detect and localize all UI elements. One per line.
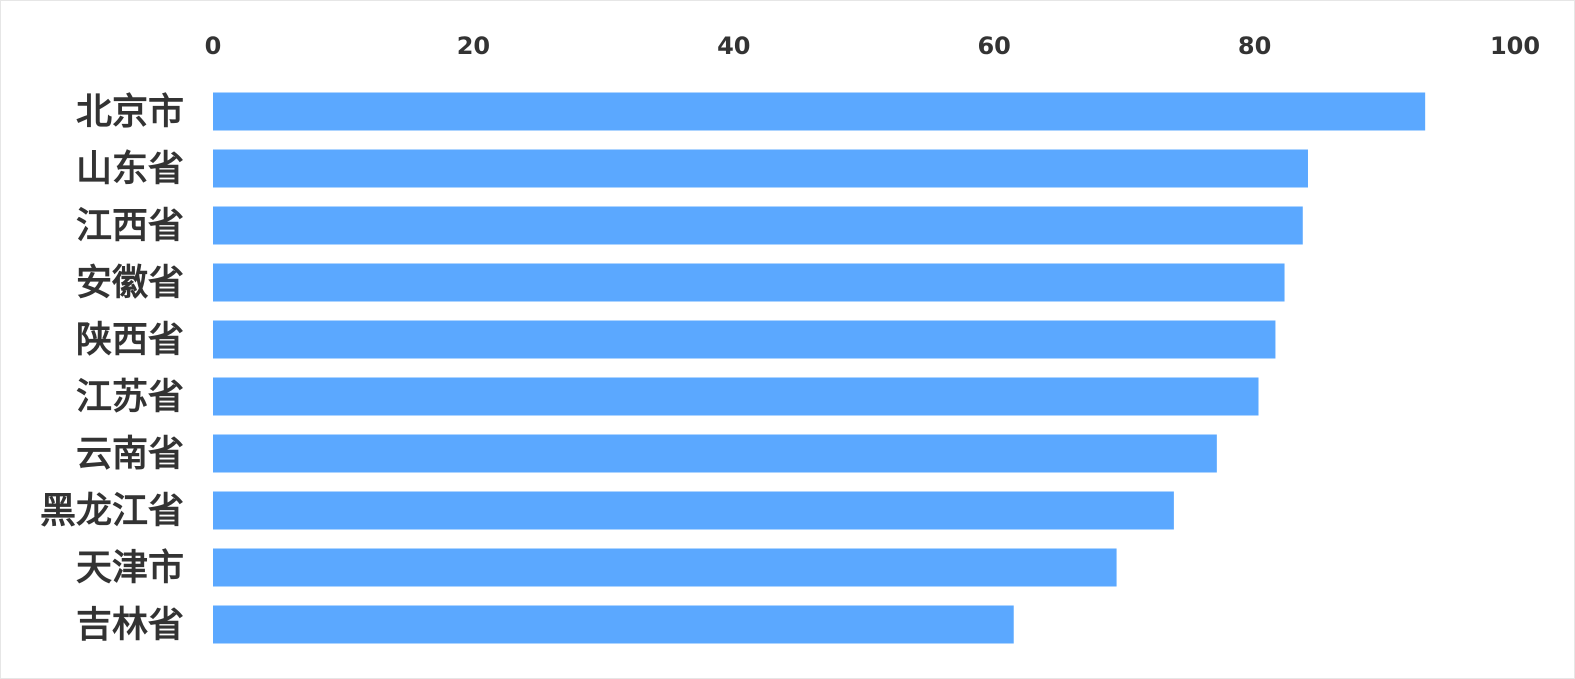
bar <box>213 92 1426 131</box>
y-tick-label: 北京市 <box>76 91 184 133</box>
bar <box>213 377 1259 416</box>
bar <box>213 548 1117 587</box>
y-tick-label: 山东省 <box>76 149 184 190</box>
bar <box>213 605 1014 644</box>
x-tick-label: 0 <box>205 32 222 60</box>
x-tick-label: 40 <box>717 32 750 60</box>
bar <box>213 491 1174 530</box>
y-tick-label: 黑龙江省 <box>40 491 184 532</box>
x-tick-label: 60 <box>977 32 1010 60</box>
bar <box>213 320 1276 359</box>
y-tick-label: 江苏省 <box>76 377 184 418</box>
x-tick-label: 20 <box>457 32 490 60</box>
y-tick-label: 江西省 <box>76 206 184 247</box>
y-tick-label: 天津市 <box>76 548 184 589</box>
bar <box>213 149 1308 188</box>
x-tick-label: 80 <box>1238 32 1271 60</box>
bar <box>213 263 1285 302</box>
x-tick-label: 100 <box>1490 32 1540 60</box>
y-tick-label: 云南省 <box>76 434 184 475</box>
y-tick-label: 陕西省 <box>76 320 184 361</box>
bar <box>213 434 1217 473</box>
y-tick-label: 安徽省 <box>76 263 184 304</box>
bar <box>213 206 1303 245</box>
y-tick-label: 吉林省 <box>76 605 184 646</box>
